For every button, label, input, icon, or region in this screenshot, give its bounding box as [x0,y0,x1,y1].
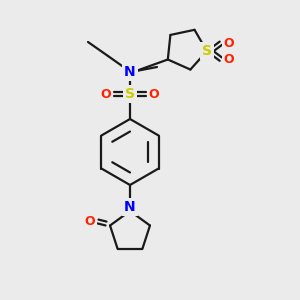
Text: N: N [124,200,136,214]
Text: O: O [149,88,159,100]
Text: S: S [125,87,135,101]
Text: N: N [124,65,136,79]
Text: O: O [85,215,95,228]
Text: O: O [101,88,111,100]
Text: S: S [202,44,212,58]
Text: O: O [224,37,234,50]
Text: O: O [224,53,234,66]
